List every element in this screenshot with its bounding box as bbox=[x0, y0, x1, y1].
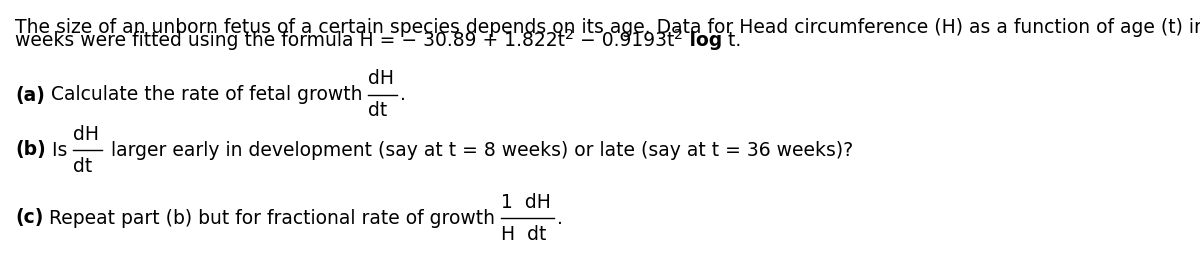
Text: The size of an unborn fetus of a certain species depends on its age. Data for He: The size of an unborn fetus of a certain… bbox=[14, 18, 1200, 37]
Text: dH: dH bbox=[368, 70, 395, 88]
Text: (b): (b) bbox=[14, 140, 46, 160]
Text: (c): (c) bbox=[14, 209, 43, 228]
Text: log: log bbox=[683, 31, 722, 50]
Text: Is: Is bbox=[46, 140, 73, 160]
Text: t.: t. bbox=[722, 31, 742, 50]
Text: dH: dH bbox=[73, 124, 100, 144]
Text: − 0.9193t: − 0.9193t bbox=[574, 31, 674, 50]
Text: H  dt: H dt bbox=[502, 225, 547, 244]
Text: .: . bbox=[401, 86, 407, 104]
Text: 2: 2 bbox=[674, 28, 683, 42]
Text: 2: 2 bbox=[565, 28, 574, 42]
Text: (a): (a) bbox=[14, 86, 44, 104]
Text: weeks were fitted using the formula H = − 30.89 + 1.822t: weeks were fitted using the formula H = … bbox=[14, 31, 565, 50]
Text: larger early in development (say at t = 8 weeks) or late (say at t = 36 weeks)?: larger early in development (say at t = … bbox=[106, 140, 853, 160]
Text: 1  dH: 1 dH bbox=[502, 193, 551, 212]
Text: dt: dt bbox=[73, 156, 92, 176]
Text: Calculate the rate of fetal growth: Calculate the rate of fetal growth bbox=[44, 86, 368, 104]
Text: .: . bbox=[557, 209, 563, 228]
Text: Repeat part (b) but for fractional rate of growth: Repeat part (b) but for fractional rate … bbox=[43, 209, 502, 228]
Text: dt: dt bbox=[368, 102, 388, 120]
